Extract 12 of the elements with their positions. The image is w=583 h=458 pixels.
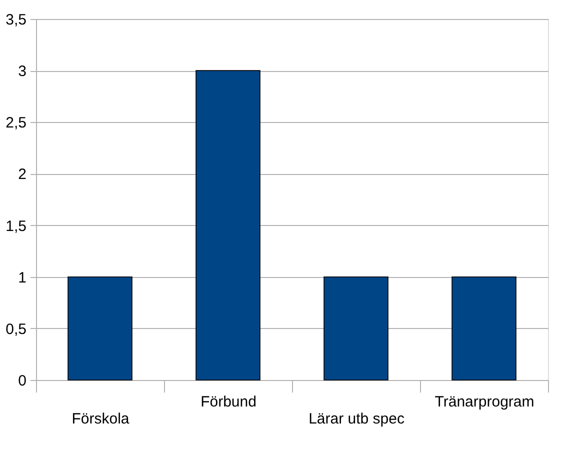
y-tick-label: 3,5 [6, 12, 26, 28]
y-tick-label: 0,5 [6, 320, 26, 338]
y-tick-label: 2,5 [6, 114, 26, 132]
y-tick-label: 3 [18, 63, 26, 80]
y-tick-label: 1 [18, 269, 26, 286]
x-tick-label: Förbund [200, 394, 256, 410]
y-tick-label: 1,5 [6, 218, 26, 235]
x-tick-label: Förskola [72, 410, 130, 428]
x-tick-label: Lärar utb spec [308, 410, 405, 428]
y-tick-label: 0 [18, 372, 26, 390]
y-tick-label: 2 [18, 166, 26, 184]
x-tick-label: Tränarprogram [434, 394, 534, 410]
